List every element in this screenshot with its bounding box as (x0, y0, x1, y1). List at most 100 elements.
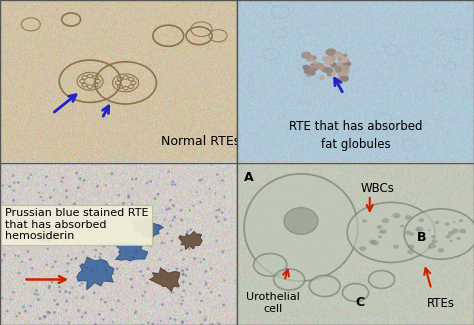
Circle shape (311, 67, 317, 72)
Point (82, 310, 89, 315)
Point (214, 320, 221, 325)
Circle shape (329, 62, 336, 67)
Polygon shape (36, 229, 59, 243)
Point (119, 226, 127, 231)
Point (81, 279, 89, 284)
Point (98, 297, 105, 302)
Point (95, 208, 102, 214)
Point (26, 257, 34, 262)
Point (128, 201, 136, 206)
Circle shape (405, 215, 412, 220)
Circle shape (321, 67, 329, 72)
Point (68, 203, 75, 208)
Point (127, 243, 135, 249)
Point (149, 321, 157, 325)
Point (48, 280, 56, 285)
Point (56, 202, 64, 207)
Point (97, 243, 105, 248)
Point (88, 268, 95, 273)
Circle shape (337, 63, 346, 69)
Point (24, 249, 32, 254)
Point (23, 276, 31, 281)
Point (177, 208, 185, 213)
Point (109, 319, 117, 325)
Point (141, 208, 148, 214)
Point (147, 179, 155, 184)
Point (58, 179, 66, 184)
Circle shape (274, 269, 304, 290)
Circle shape (362, 219, 367, 223)
Point (165, 206, 173, 211)
Point (3, 308, 11, 314)
Point (106, 241, 113, 246)
Point (179, 320, 186, 325)
Point (178, 302, 185, 307)
Point (10, 188, 18, 193)
Circle shape (319, 63, 325, 68)
Circle shape (337, 57, 342, 60)
Circle shape (327, 55, 336, 61)
Point (64, 269, 71, 274)
Point (56, 289, 64, 294)
Point (27, 172, 35, 177)
Point (179, 268, 186, 273)
Point (160, 241, 167, 246)
Point (27, 221, 34, 226)
Point (132, 310, 139, 316)
Point (144, 266, 152, 271)
Point (198, 298, 205, 304)
Point (213, 238, 220, 243)
Point (97, 214, 104, 220)
Point (213, 172, 221, 177)
Circle shape (459, 229, 466, 234)
Polygon shape (113, 242, 148, 261)
Text: RTE that has absorbed: RTE that has absorbed (289, 120, 422, 133)
Point (43, 174, 50, 179)
Point (79, 295, 86, 301)
Point (167, 223, 174, 228)
Point (171, 317, 179, 322)
Point (107, 227, 115, 233)
Point (180, 288, 188, 293)
Point (74, 185, 82, 190)
Point (5, 227, 12, 232)
Point (191, 256, 198, 261)
Point (122, 243, 130, 248)
Point (158, 240, 166, 245)
Point (50, 187, 58, 192)
Point (119, 203, 127, 208)
Point (46, 285, 53, 291)
Point (63, 308, 70, 313)
Text: C: C (356, 296, 365, 309)
Point (82, 230, 90, 235)
Point (113, 266, 121, 271)
Circle shape (326, 48, 336, 56)
Circle shape (404, 230, 411, 235)
Point (64, 261, 72, 266)
Point (81, 216, 88, 221)
Point (9, 173, 17, 178)
Point (42, 314, 49, 319)
Polygon shape (134, 219, 164, 238)
Polygon shape (77, 257, 114, 290)
Point (211, 191, 219, 196)
Point (65, 320, 73, 325)
Point (94, 226, 102, 231)
Point (75, 215, 82, 221)
Circle shape (431, 235, 436, 238)
Point (159, 302, 166, 307)
Text: A: A (244, 171, 254, 184)
Circle shape (428, 243, 436, 249)
Circle shape (310, 63, 320, 70)
Point (0, 252, 8, 257)
Circle shape (335, 52, 343, 57)
Point (131, 298, 139, 303)
Circle shape (371, 240, 379, 245)
Point (10, 208, 18, 213)
Circle shape (309, 276, 340, 296)
Point (173, 266, 181, 271)
Circle shape (324, 59, 334, 65)
Point (78, 220, 85, 226)
Point (115, 193, 122, 198)
Point (208, 290, 215, 295)
